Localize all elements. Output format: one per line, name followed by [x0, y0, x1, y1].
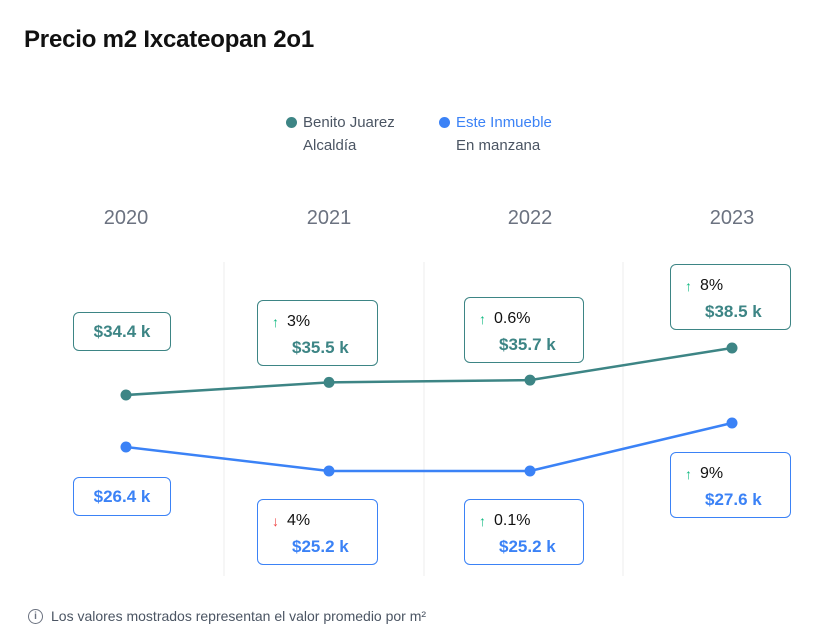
change-row: ↑ 8% [685, 277, 790, 295]
legend-label: Este Inmueble [456, 114, 552, 131]
value-card: $34.4 k [73, 312, 171, 351]
change-percent: 0.6% [494, 310, 531, 327]
value-label: $38.5 k [705, 302, 762, 321]
change-percent: 4% [287, 512, 311, 529]
value-card: ↑ 3% $35.5 k [257, 300, 378, 366]
change-percent: 9% [700, 465, 724, 482]
legend-label: Benito Juarez [303, 114, 395, 131]
legend-item-benito-juarez[interactable]: Benito Juarez Alcaldía [286, 114, 395, 154]
change-percent: 0.1% [494, 512, 531, 529]
value-label: $25.2 k [499, 537, 556, 556]
year-label-2021: 2021 [307, 207, 352, 229]
data-point-2021[interactable] [323, 376, 335, 388]
value-card: ↓ 4% $25.2 k [257, 499, 378, 565]
year-label-2020: 2020 [104, 207, 149, 229]
data-point-2023[interactable] [726, 342, 738, 354]
legend-sublabel: Alcaldía [303, 137, 357, 154]
data-point-2020[interactable] [120, 389, 132, 401]
value-card: ↑ 8% $38.5 k [670, 264, 791, 330]
legend-sublabel: En manzana [456, 137, 541, 154]
value-card: ↑ 9% $27.6 k [670, 452, 791, 518]
data-point-2022[interactable] [524, 465, 536, 477]
change-percent: 3% [287, 313, 311, 330]
legend-dot-icon [286, 117, 297, 128]
change-row: ↑ 9% [685, 465, 790, 483]
value-label: $34.4 k [93, 321, 151, 341]
data-point-2021[interactable] [323, 465, 335, 477]
arrow-up-icon: ↑ [479, 513, 486, 529]
arrow-up-icon: ↑ [479, 311, 486, 327]
value-card: ↑ 0.1% $25.2 k [464, 499, 584, 565]
value-label: $35.5 k [292, 338, 349, 357]
value-card: $26.4 k [73, 477, 171, 516]
change-row: ↓ 4% [272, 512, 377, 530]
data-point-2022[interactable] [524, 374, 536, 386]
info-icon: i [28, 608, 43, 624]
arrow-up-icon: ↑ [272, 314, 279, 330]
data-point-2023[interactable] [726, 417, 738, 429]
arrow-up-icon: ↑ [685, 278, 692, 294]
chart-title: Precio m2 Ixcateopan 2o1 [24, 26, 314, 53]
year-label-2023: 2023 [710, 207, 755, 229]
footnote-text: Los valores mostrados representan el val… [51, 608, 427, 624]
value-label: $26.4 k [93, 486, 151, 506]
arrow-up-icon: ↑ [685, 466, 692, 482]
change-percent: 8% [700, 277, 724, 294]
arrow-down-icon: ↓ [272, 513, 279, 529]
footnote: i Los valores mostrados representan el v… [28, 608, 426, 624]
legend-item-este-inmueble[interactable]: Este Inmueble En manzana [439, 114, 552, 154]
value-card: ↑ 0.6% $35.7 k [464, 297, 584, 363]
data-point-2020[interactable] [120, 441, 132, 453]
value-label: $25.2 k [292, 537, 349, 556]
year-label-2022: 2022 [508, 207, 553, 229]
change-row: ↑ 0.1% [479, 512, 583, 530]
change-row: ↑ 3% [272, 313, 377, 331]
legend-dot-icon [439, 117, 450, 128]
change-row: ↑ 0.6% [479, 310, 583, 328]
series-line-benito-juarez [125, 346, 733, 397]
value-label: $35.7 k [499, 335, 556, 354]
series-line-este-inmueble [125, 421, 733, 473]
value-label: $27.6 k [705, 490, 762, 509]
